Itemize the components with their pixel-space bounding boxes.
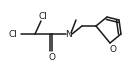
Text: N: N — [66, 30, 72, 38]
Text: O: O — [48, 53, 55, 61]
Text: O: O — [110, 45, 117, 53]
Text: Cl: Cl — [9, 30, 17, 38]
Text: Cl: Cl — [39, 12, 47, 20]
